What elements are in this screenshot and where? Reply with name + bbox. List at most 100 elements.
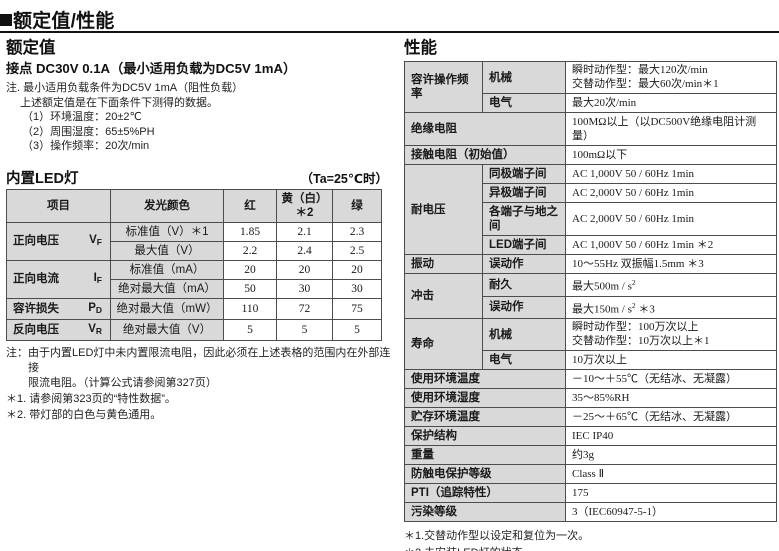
led-cell-value: 1.85 [223, 221, 277, 242]
led-cell-value: 30 [276, 278, 333, 299]
perf-row-value: 10～55Hz 双振幅1.5mm ＊3 [565, 254, 777, 274]
perf-row-value: 10万次以上 [565, 350, 777, 371]
perf-row-sublabel: 异极端子间 [482, 183, 566, 203]
led-cell-value: 72 [276, 297, 333, 320]
led-cell-value: 2.2 [223, 240, 277, 261]
led-col-header-3: 黄（白）＊2 [276, 188, 333, 223]
perf-row-value: 最大150m / s2 ＊3 [565, 295, 777, 320]
led-cell-value: 2.3 [332, 221, 382, 242]
led-condition: （Ta=25℃时） [300, 171, 388, 186]
rated-note-1: 上述额定值是在下面条件下测得的数据。 [20, 96, 218, 109]
perf-row-value: AC 2,000V 50 / 60Hz 1min [565, 183, 777, 203]
led-cell-value: 50 [223, 278, 277, 299]
perf-table-row: 绝缘电阻 100MΩ以上（以DC500V绝缘电阻计测量） [404, 112, 777, 146]
perf-table-row: 电气 10万次以上 [405, 350, 777, 371]
led-cell-value: 110 [223, 297, 277, 320]
perf-row-sublabel: 耐久 [482, 273, 566, 297]
led-col-header-0: 项目 [6, 188, 111, 223]
perf-table-row: 耐电压 同极端子间 AC 1,000V 50 / 60Hz 1min [404, 164, 777, 255]
led-col-header-1: 发光颜色 [110, 188, 224, 223]
led-row-group-label: 反向电压 VR [6, 318, 111, 341]
perf-row-label: 使用环境湿度 [404, 388, 566, 409]
led-cell-value: 20 [223, 259, 277, 280]
led-cell-value: 20 [276, 259, 333, 280]
perf-row-label: 污染等级 [404, 502, 566, 523]
perf-row-sublabel: 各端子与地之间 [482, 202, 566, 236]
perf-row-sublabel: 机械 [482, 318, 566, 352]
perf-row-value: IEC IP40 [565, 426, 777, 447]
perf-table-row: 冲击 耐久 最大500m / s2 [404, 272, 777, 320]
led-table: 项目 发光颜色红黄（白）＊2 绿正向电压 VF 标准值（V）＊1 1.85 2.1 2.3 最大… [6, 188, 382, 341]
perf-note-1: ＊2.未安装LED灯的状态。 [404, 545, 776, 551]
perf-row-value: 最大20次/min [565, 93, 777, 113]
perf-row-value: 175 [565, 483, 777, 504]
perf-row-value: 3（IEC60947-5-1） [565, 502, 777, 523]
bullet-square-icon [0, 14, 12, 26]
perf-table-row: 接触电阻（初始值） 100mΩ以下 [404, 145, 777, 165]
perf-row-value: AC 1,000V 50 / 60Hz 1min [565, 164, 777, 184]
led-table-row: 最大值（V） 2.2 2.4 2.5 [7, 240, 382, 261]
led-footnotes: 注：由于内置LED灯中未内置限流电阻，因此必须在上述表格的范围内在外部连接 限流… [6, 346, 394, 423]
led-table-row: 正向电压 VF 标准值（V）＊1 1.85 2.1 2.3 [6, 221, 382, 261]
right-column: 性能 容许操作频率 机械 瞬时动作型：最大120次/min 交替动作型：最大60次/m… [404, 38, 777, 551]
led-header-row: 项目 发光颜色红黄（白）＊2 绿 [6, 188, 382, 223]
perf-row-sublabel: 同极端子间 [482, 164, 566, 184]
perf-row-value: 100MΩ以上（以DC500V绝缘电阻计测量） [565, 112, 777, 146]
led-cell-value: 5 [276, 318, 333, 341]
led-cell-value: 75 [332, 297, 382, 320]
perf-table-row: 保护结构 IEC IP40 [404, 426, 777, 447]
led-row-item: 最大值（V） [110, 240, 224, 261]
perf-row-sublabel: 误动作 [482, 295, 566, 320]
rated-note-3: （2）周围湿度：65±5%PH [22, 125, 155, 138]
led-table-row: 容许损失 PD 绝对最大值（mW） 110 72 75 [6, 297, 382, 320]
led-row-group-label: 正向电压 VF [6, 221, 111, 261]
led-cell-value: 5 [332, 318, 382, 341]
rated-value-title: 额定值 [6, 39, 56, 57]
perf-row-value: AC 1,000V 50 / 60Hz 1min ＊2 [565, 235, 777, 255]
perf-row-value: 约3g [565, 445, 777, 466]
perf-table-row: 污染等级 3（IEC60947-5-1） [404, 502, 777, 523]
perf-row-value: 瞬时动作型：最大120次/min 交替动作型：最大60次/min＊1 [565, 61, 777, 94]
led-row-item: 绝对最大值（V） [110, 318, 224, 341]
perf-row-label: 使用环境温度 [404, 369, 566, 390]
perf-row-value: －25～＋65℃（无结冰、无凝露） [565, 407, 777, 428]
perf-row-value: 35～85%RH [565, 388, 777, 409]
perf-row-value: Class Ⅱ [565, 464, 777, 485]
led-cell-value: 20 [332, 259, 382, 280]
perf-row-label: 耐电压 [404, 164, 483, 255]
perf-row-label: 接触电阻（初始值） [404, 145, 566, 165]
led-table-row: 正向电流 IF 标准值（mA） 20 20 20 [6, 259, 382, 299]
perf-table-row: 各端子与地之间 AC 2,000V 50 / 60Hz 1min [405, 202, 777, 236]
perf-row-sublabel: 电气 [482, 93, 566, 113]
led-row-item: 绝对最大值（mA） [110, 278, 224, 299]
led-row-group-label: 正向电流 IF [6, 259, 111, 299]
led-note-3: ＊2. 带灯部的白色与黄色通用。 [6, 408, 162, 421]
perf-row-label: 振动 [404, 254, 483, 274]
perf-row-value: AC 2,000V 50 / 60Hz 1min [565, 202, 777, 236]
led-row-item: 绝对最大值（mW） [110, 297, 224, 320]
header-divider [0, 31, 779, 33]
perf-row-value: 瞬时动作型：100万次以上 交替动作型：10万次以上＊1 [565, 318, 777, 352]
perf-table-row: 容许操作频率 机械 瞬时动作型：最大120次/min 交替动作型：最大60次/min＊… [404, 61, 777, 113]
perf-row-label: PTI（追踪特性） [404, 483, 566, 504]
perf-row-label: 保护结构 [404, 426, 566, 447]
perf-table-row: 电气 最大20次/min [405, 93, 777, 113]
perf-row-label: 重量 [404, 445, 566, 466]
led-row-group-label: 容许损失 PD [6, 297, 111, 320]
led-cell-value: 2.1 [276, 221, 333, 242]
perf-row-label: 冲击 [404, 272, 483, 320]
led-title: 内置LED灯 [6, 170, 79, 187]
rated-notes: 注. 最小适用负载条件为DC5V 1mA（阻性负载） 上述额定值是在下面条件下测… [6, 81, 394, 154]
led-col-header-2: 红 [223, 188, 277, 223]
perf-row-sublabel: LED端子间 [482, 235, 566, 255]
perf-row-label: 防触电保护等级 [404, 464, 566, 485]
led-note-0: 注：由于内置LED灯中未内置限流电阻，因此必须在上述表格的范围内在外部连接 [6, 346, 391, 374]
performance-table: 容许操作频率 机械 瞬时动作型：最大120次/min 交替动作型：最大60次/min＊… [404, 61, 777, 523]
perf-table-row: 防触电保护等级 Class Ⅱ [404, 464, 777, 485]
performance-title: 性能 [404, 39, 437, 57]
rated-contact-line: 接点 DC30V 0.1A（最小适用负载为DC5V 1mA） [6, 61, 297, 76]
led-cell-value: 2.5 [332, 240, 382, 261]
perf-table-row: PTI（追踪特性） 175 [404, 483, 777, 504]
perf-table-row: 重量 约3g [404, 445, 777, 466]
